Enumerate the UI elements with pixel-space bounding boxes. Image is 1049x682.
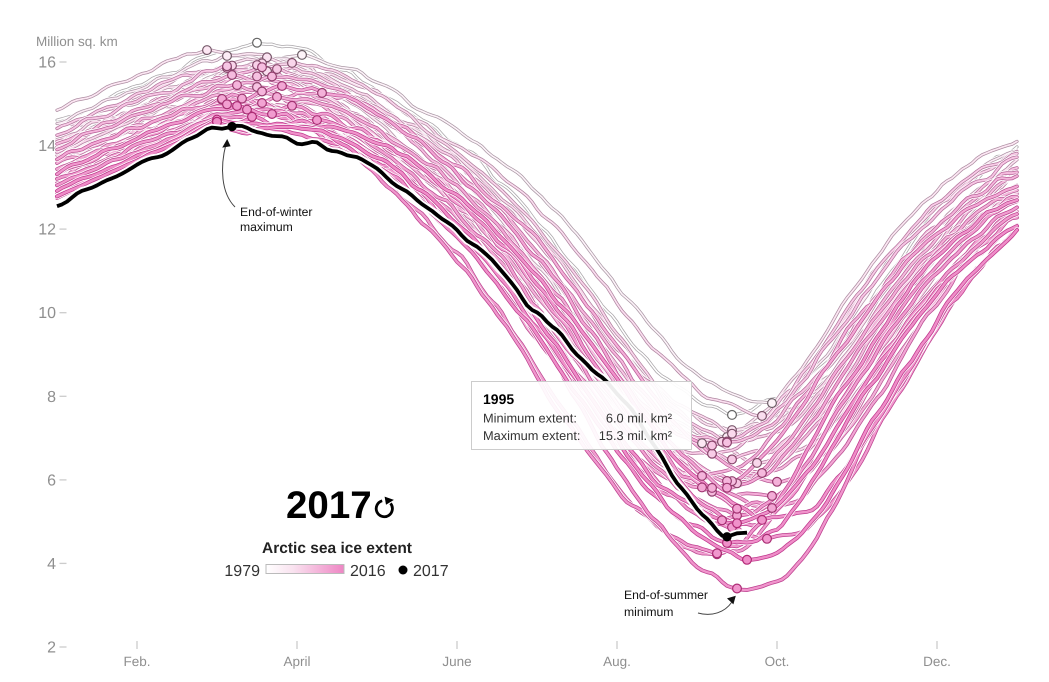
svg-text:End-of-summer: End-of-summer bbox=[624, 588, 708, 602]
svg-text:6.0 mil. km²: 6.0 mil. km² bbox=[606, 411, 673, 426]
svg-text:Feb.: Feb. bbox=[123, 654, 150, 669]
svg-text:Arctic sea ice extent: Arctic sea ice extent bbox=[262, 540, 412, 557]
svg-text:2: 2 bbox=[47, 640, 56, 657]
svg-text:12: 12 bbox=[38, 222, 56, 239]
svg-text:April: April bbox=[283, 654, 310, 669]
svg-text:End-of-winter: End-of-winter bbox=[240, 205, 312, 219]
svg-text:1979: 1979 bbox=[224, 563, 260, 580]
svg-text:8: 8 bbox=[47, 389, 56, 406]
svg-text:10: 10 bbox=[38, 305, 56, 322]
svg-text:2016: 2016 bbox=[350, 563, 386, 580]
svg-text:June: June bbox=[442, 654, 471, 669]
svg-text:Million sq. km: Million sq. km bbox=[36, 34, 118, 49]
svg-text:minimum: minimum bbox=[624, 605, 673, 619]
svg-text:2017: 2017 bbox=[413, 563, 449, 580]
svg-text:1995: 1995 bbox=[483, 391, 514, 407]
svg-text:maximum: maximum bbox=[240, 220, 293, 234]
svg-text:4: 4 bbox=[47, 556, 56, 573]
svg-text:Aug.: Aug. bbox=[603, 654, 631, 669]
svg-text:Oct.: Oct. bbox=[765, 654, 790, 669]
svg-text:Maximum extent:: Maximum extent: bbox=[483, 428, 580, 443]
svg-text:2017: 2017 bbox=[286, 484, 372, 527]
svg-text:Dec.: Dec. bbox=[923, 654, 951, 669]
svg-text:6: 6 bbox=[47, 472, 56, 489]
svg-text:14: 14 bbox=[38, 138, 56, 155]
svg-text:16: 16 bbox=[38, 55, 56, 72]
svg-text:15.3 mil. km²: 15.3 mil. km² bbox=[599, 428, 673, 443]
svg-text:Minimum extent:: Minimum extent: bbox=[483, 411, 577, 426]
